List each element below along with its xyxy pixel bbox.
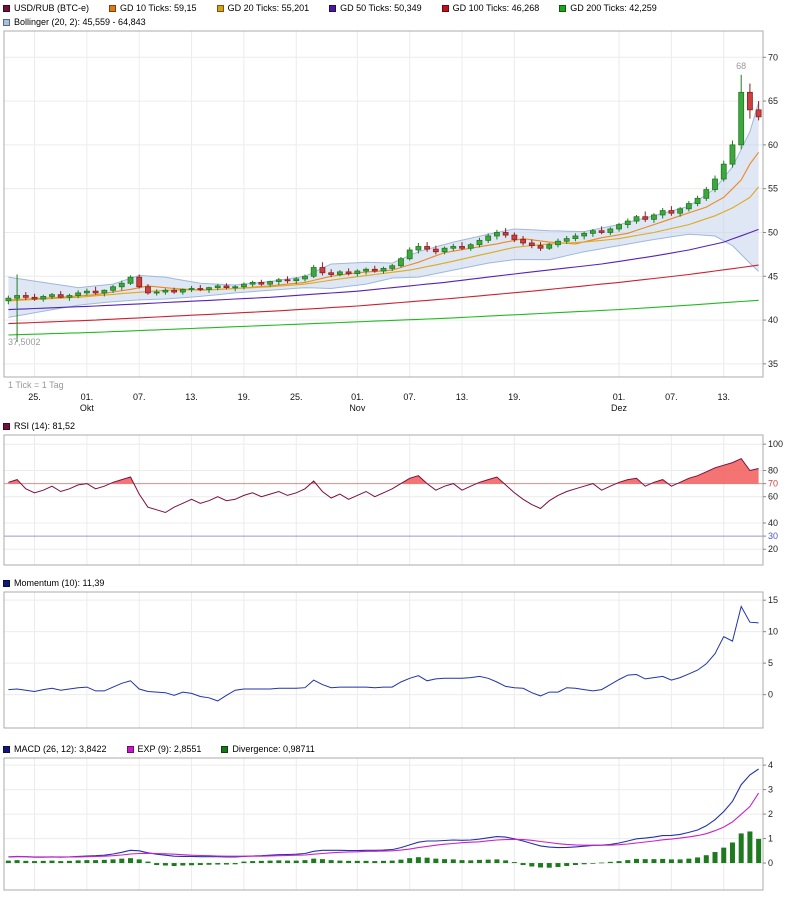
legend-item-gd100: GD 100 Ticks: 46,268 [441,3,540,13]
legend-label: Bollinger (20, 2): 45,559 - 64,843 [14,17,146,27]
svg-text:70: 70 [768,52,778,62]
price-legend-row-2: Bollinger (20, 2): 45,559 - 64,843 [0,15,792,29]
legend-label: GD 50 Ticks: 50,349 [340,3,422,13]
svg-text:10: 10 [768,627,778,637]
svg-text:13.: 13. [717,392,730,402]
rsi-chart: 100 80 70 60 40 30 20 [3,434,783,566]
legend-item-instrument: USD/RUB (BTC-e) [3,3,89,13]
divergence-color-swatch [221,745,229,753]
svg-text:55: 55 [768,184,778,194]
price-candlestick-chart: 70 65 60 55 50 45 40 35 37,5002 68 1 Tick = 1 Tag 2… [3,30,778,413]
svg-text:Dez: Dez [611,403,628,413]
legend-label: GD 20 Ticks: 55,201 [227,3,310,13]
gd200-color-swatch [559,4,567,12]
rsi-panel: RSI (14): 81,52 100 80 70 60 40 30 20 [0,416,792,573]
price-panel: USD/RUB (BTC-e) GD 10 Ticks: 59,15 GD 20… [0,0,792,416]
svg-text:60: 60 [768,140,778,150]
legend-item-gd50: GD 50 Ticks: 50,349 [329,3,422,13]
legend-item-macd: MACD (26, 12): 3,8422 [3,744,107,754]
legend-label: Divergence: 0,98711 [232,744,315,754]
svg-text:45: 45 [768,271,778,281]
svg-text:1: 1 [768,834,773,844]
instrument-color-swatch [3,4,10,12]
macd-panel: MACD (26, 12): 3,8422 EXP (9): 2,8551 Di… [0,736,792,898]
svg-text:01.: 01. [351,392,364,402]
svg-text:4: 4 [768,760,773,770]
svg-text:20: 20 [768,544,778,554]
svg-text:01.: 01. [613,392,626,402]
legend-label: USD/RUB (BTC-e) [14,3,90,13]
legend-label: RSI (14): 81,52 [14,421,76,431]
svg-text:5: 5 [768,658,773,668]
rsi-legend: RSI (14): 81,52 [0,416,792,433]
gd100-color-swatch [441,4,449,12]
legend-label: EXP (9): 2,8551 [137,744,202,754]
svg-text:40: 40 [768,518,778,528]
svg-text:0: 0 [768,858,773,868]
svg-text:65: 65 [768,96,778,106]
gd10-color-swatch [109,4,117,12]
svg-text:70: 70 [768,479,778,489]
svg-text:15: 15 [768,595,778,605]
price-legend-row-1: USD/RUB (BTC-e) GD 10 Ticks: 59,15 GD 20… [0,0,792,15]
legend-label: GD 200 Ticks: 42,259 [570,3,657,13]
legend-item-gd200: GD 200 Ticks: 42,259 [559,3,657,13]
svg-text:30: 30 [768,531,778,541]
svg-text:13.: 13. [185,392,198,402]
svg-text:19.: 19. [238,392,251,402]
svg-text:2: 2 [768,809,773,819]
legend-label: Momentum (10): 11,39 [14,578,105,588]
legend-item-gd20: GD 20 Ticks: 55,201 [216,3,310,13]
macd-chart: 4 3 2 1 0 [3,757,773,891]
svg-text:50: 50 [768,227,778,237]
legend-item-bollinger: Bollinger (20, 2): 45,559 - 64,843 [3,17,146,27]
svg-text:1 Tick = 1 Tag: 1 Tick = 1 Tag [8,380,64,390]
legend-item-gd10: GD 10 Ticks: 59,15 [109,3,197,13]
legend-item-divergence: Divergence: 0,98711 [221,744,315,754]
momentum-legend: Momentum (10): 11,39 [0,573,792,590]
svg-text:Okt: Okt [80,403,95,413]
svg-text:19.: 19. [508,392,521,402]
legend-label: GD 100 Ticks: 46,268 [452,3,540,13]
momentum-chart: 15 10 5 0 [3,591,778,729]
svg-text:07.: 07. [403,392,416,402]
svg-text:3: 3 [768,785,773,795]
gd20-color-swatch [216,4,224,12]
legend-item-exp: EXP (9): 2,8551 [126,744,202,754]
legend-item-rsi: RSI (14): 81,52 [3,421,75,431]
svg-text:100: 100 [768,439,783,449]
svg-text:37,5002: 37,5002 [8,337,41,347]
svg-text:25.: 25. [28,392,41,402]
exp-color-swatch [126,745,134,753]
legend-item-momentum: Momentum (10): 11,39 [3,578,104,588]
momentum-color-swatch [3,579,10,587]
svg-text:35: 35 [768,359,778,369]
svg-text:07.: 07. [665,392,678,402]
macd-legend: MACD (26, 12): 3,8422 EXP (9): 2,8551 Di… [0,736,792,756]
svg-text:07.: 07. [133,392,146,402]
svg-text:13.: 13. [456,392,469,402]
rsi-color-swatch [3,422,10,430]
legend-label: GD 10 Ticks: 59,15 [120,3,197,13]
macd-color-swatch [3,745,10,753]
svg-text:68: 68 [736,61,746,71]
bollinger-color-swatch [3,18,10,26]
svg-text:80: 80 [768,465,778,475]
momentum-panel: Momentum (10): 11,39 15 10 5 0 [0,573,792,736]
svg-text:Nov: Nov [349,403,366,413]
legend-label: MACD (26, 12): 3,8422 [14,744,107,754]
svg-text:40: 40 [768,315,778,325]
svg-text:60: 60 [768,492,778,502]
svg-text:25.: 25. [290,392,303,402]
svg-text:0: 0 [768,690,773,700]
svg-text:01.: 01. [81,392,94,402]
gd50-color-swatch [329,4,337,12]
